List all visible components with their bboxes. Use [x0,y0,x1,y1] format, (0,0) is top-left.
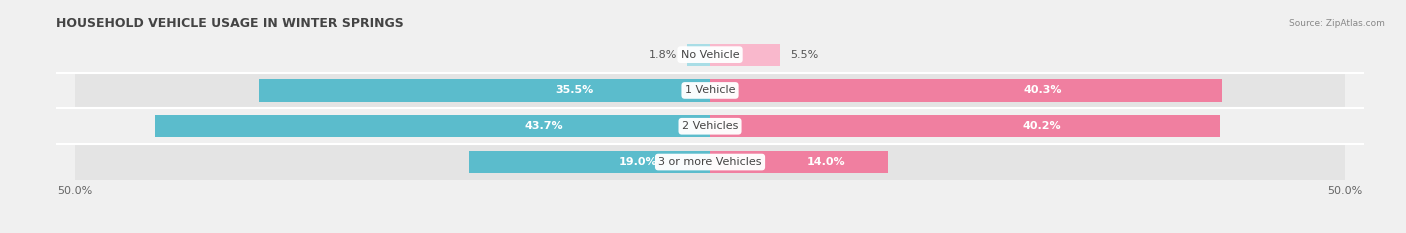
Bar [155,115,710,137]
Text: 19.0%: 19.0% [619,157,657,167]
Text: 1 Vehicle: 1 Vehicle [685,86,735,96]
Bar [710,44,780,66]
Bar [76,37,1344,72]
Bar [710,115,1220,137]
Bar [76,144,1344,180]
Text: 43.7%: 43.7% [524,121,562,131]
Text: 2 Vehicles: 2 Vehicles [682,121,738,131]
Text: 40.2%: 40.2% [1022,121,1062,131]
Bar [76,72,1344,108]
Text: 14.0%: 14.0% [806,157,845,167]
Bar [688,44,710,66]
Bar [710,151,887,173]
Text: 5.5%: 5.5% [790,50,818,60]
Bar [468,151,710,173]
Text: Source: ZipAtlas.com: Source: ZipAtlas.com [1289,19,1385,28]
Bar [76,108,1344,144]
Text: 40.3%: 40.3% [1024,86,1062,96]
Bar [259,79,710,102]
Text: No Vehicle: No Vehicle [681,50,740,60]
Text: 35.5%: 35.5% [555,86,593,96]
Text: 1.8%: 1.8% [648,50,678,60]
Text: 3 or more Vehicles: 3 or more Vehicles [658,157,762,167]
Text: HOUSEHOLD VEHICLE USAGE IN WINTER SPRINGS: HOUSEHOLD VEHICLE USAGE IN WINTER SPRING… [56,17,404,30]
Bar [710,79,1222,102]
